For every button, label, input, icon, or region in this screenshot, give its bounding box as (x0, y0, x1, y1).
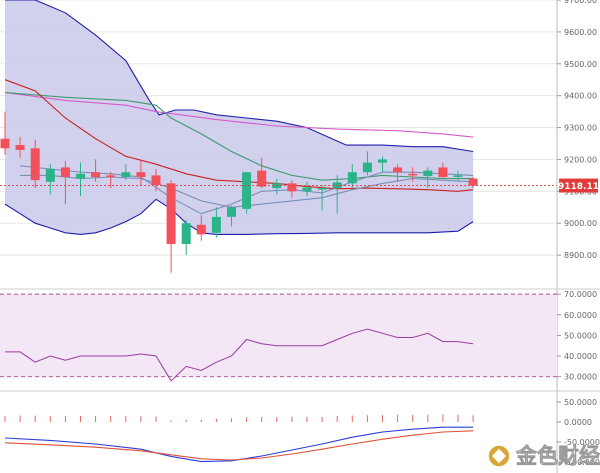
price-axis-label: 9300.00 (564, 124, 597, 133)
candle-body (151, 175, 161, 185)
gold-coin-logo-icon (487, 444, 511, 468)
macd-panel (4, 414, 474, 463)
moving-average-line-1 (4, 91, 474, 138)
watermark-text: 金色财经 (515, 444, 600, 468)
candle (106, 172, 116, 189)
rsi-axis-label: 70.0000 (564, 290, 597, 299)
candle (393, 164, 403, 182)
candle-body (378, 159, 387, 163)
candle-body (242, 172, 252, 209)
rsi-band-fill (0, 294, 557, 377)
candle (181, 220, 191, 256)
macd-line-macd_red (4, 430, 474, 461)
bollinger-lower-line (4, 198, 474, 235)
candle-body (181, 223, 191, 244)
candle-body (196, 224, 206, 235)
current-price-tag-bg (559, 178, 598, 193)
candle (378, 156, 387, 173)
candle-body (76, 173, 85, 179)
candle (347, 164, 357, 189)
candle-body (257, 170, 267, 187)
gold-coin-diamond (491, 448, 507, 464)
candle-body (121, 172, 131, 177)
macd-axis-label: 50.0000 (564, 398, 597, 407)
candle (242, 172, 252, 214)
candle-body (227, 207, 236, 217)
candle-body (136, 172, 146, 177)
candle (196, 215, 206, 241)
candle-body (468, 178, 478, 186)
candle-body (347, 172, 357, 184)
candle-body (211, 216, 221, 233)
candle-body (287, 183, 297, 192)
candle (76, 162, 85, 197)
candle-body (302, 187, 312, 192)
candle (15, 137, 25, 158)
candle (362, 151, 372, 176)
candle (60, 161, 70, 205)
candle (151, 169, 161, 192)
candle (45, 164, 55, 195)
candle-body (91, 172, 101, 177)
candle (468, 176, 478, 189)
candle-body (106, 175, 116, 177)
macd-axis-label: -50.0000 (564, 438, 600, 447)
candle-body (317, 188, 327, 190)
candle (30, 139, 40, 189)
price-axis-label: 9200.00 (564, 155, 597, 164)
current-price-label: 9118.11 (558, 182, 599, 192)
candle (423, 167, 433, 189)
current-price-tag: 9118.11 (558, 178, 599, 193)
candle (453, 170, 463, 182)
rsi-panel (0, 293, 557, 382)
candle-body (166, 183, 176, 244)
candle (136, 161, 146, 185)
candle (438, 162, 448, 179)
price-axis-label: 8900.00 (564, 251, 597, 260)
watermark: 金色财经 (487, 444, 600, 468)
candle (257, 157, 267, 189)
price-panel (0, 0, 557, 273)
price-axis-label: 9600.00 (564, 28, 597, 37)
candle (91, 159, 101, 182)
candle-body (0, 138, 10, 149)
price-axis-label: 9500.00 (564, 60, 597, 69)
rsi-axis-label: 60.0000 (564, 311, 597, 320)
candle (302, 181, 312, 197)
price-axis-label: 9700.00 (564, 0, 597, 5)
candle (287, 180, 297, 198)
candle (317, 184, 327, 211)
rsi-axis-label: 50.0000 (564, 331, 597, 340)
candle (211, 207, 221, 238)
candle (227, 205, 236, 227)
macd-line-macd_blue (4, 426, 474, 463)
candle-body (438, 167, 448, 177)
candle-body (45, 169, 55, 182)
macd-axis-label: -100.0000 (564, 458, 600, 467)
price-axis-label: 9000.00 (564, 219, 597, 228)
bollinger-upper-line (5, 0, 474, 153)
candle-body (393, 167, 403, 173)
candle (408, 167, 418, 182)
rsi-axis-label: 40.0000 (564, 352, 597, 361)
rsi-line (5, 328, 474, 382)
candle-body (30, 148, 40, 181)
candle (166, 180, 176, 273)
candle-body (15, 145, 25, 150)
macd-axis-label: 0.0000 (564, 418, 592, 427)
candle-body (362, 162, 372, 173)
rsi-axis-label: 30.0000 (564, 373, 597, 382)
candle-body (408, 173, 418, 176)
candle (121, 164, 131, 181)
candle-body (423, 170, 433, 177)
candle-body (60, 167, 70, 177)
candle (0, 111, 10, 155)
candle-body (453, 175, 463, 177)
price-axis-label: 9400.00 (564, 92, 597, 101)
